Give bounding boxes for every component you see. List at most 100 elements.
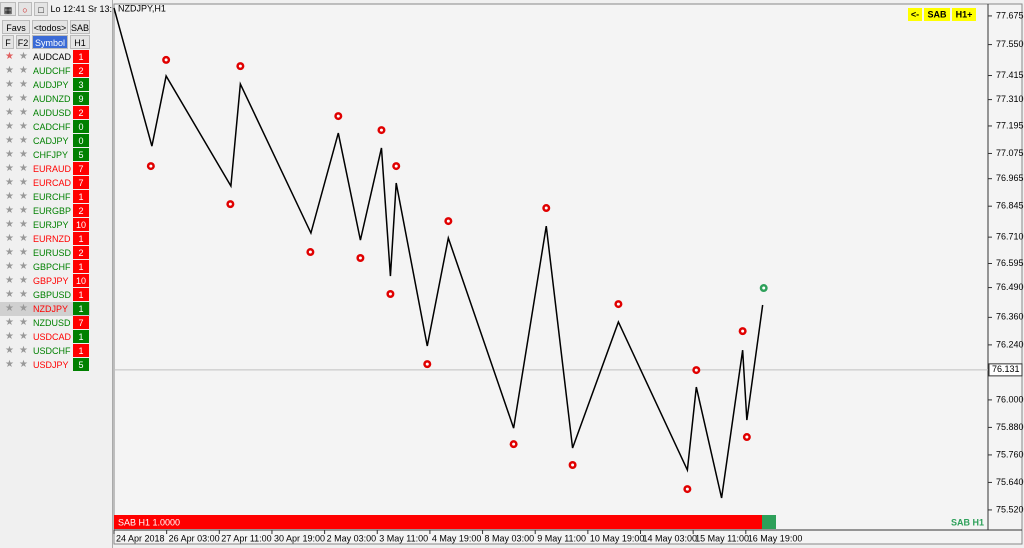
column-header[interactable]: Symbol	[32, 35, 68, 49]
star[interactable]: ★	[19, 205, 28, 216]
star[interactable]: ★	[5, 233, 14, 244]
symbol-row[interactable]: ★ ★ AUDJPY 3	[0, 78, 90, 92]
star[interactable]: ★	[19, 331, 28, 342]
star[interactable]: ★	[19, 345, 28, 356]
star[interactable]: ★	[5, 191, 14, 202]
star[interactable]: ★	[5, 275, 14, 286]
star[interactable]: ★	[19, 359, 28, 370]
symbol-row[interactable]: ★ ★ AUDCHF 2	[0, 64, 90, 78]
star[interactable]: ★	[19, 107, 28, 118]
star[interactable]: ★	[19, 149, 28, 160]
star[interactable]: ★	[19, 163, 28, 174]
symbol-row[interactable]: ★ ★ NZDUSD 7	[0, 316, 90, 330]
symbol: EURGBP	[33, 206, 72, 216]
star[interactable]: ★	[5, 289, 14, 300]
star[interactable]: ★	[5, 65, 14, 76]
star[interactable]: ★	[19, 93, 28, 104]
star[interactable]: ★	[5, 79, 14, 90]
star[interactable]: ★	[5, 219, 14, 230]
star[interactable]: ★	[19, 51, 28, 62]
star[interactable]: ★	[19, 317, 28, 328]
y-tick-label: 75.760	[996, 449, 1024, 459]
symbol-row[interactable]: ★ ★ EURCAD 7	[0, 176, 90, 190]
star[interactable]: ★	[5, 317, 14, 328]
h1-count: 5	[73, 358, 89, 371]
star[interactable]: ★	[5, 149, 14, 160]
star[interactable]: ★	[5, 247, 14, 258]
star[interactable]: ★	[19, 261, 28, 272]
symbol: AUDCHF	[33, 66, 71, 76]
y-tick-label: 76.360	[996, 312, 1024, 322]
star[interactable]: ★	[5, 261, 14, 272]
star[interactable]: ★	[19, 191, 28, 202]
symbol-row[interactable]: ★ ★ USDJPY 5	[0, 358, 90, 372]
symbol-row[interactable]: ★ ★ EURUSD 2	[0, 246, 90, 260]
signal-marker-dot	[228, 202, 232, 206]
column-header[interactable]: F	[2, 35, 14, 49]
y-tick-label: 77.550	[996, 39, 1024, 49]
star[interactable]: ★	[5, 345, 14, 356]
button[interactable]	[908, 8, 922, 21]
button[interactable]	[952, 8, 976, 21]
tab[interactable]: SAB	[70, 20, 90, 34]
column-header[interactable]: H1	[70, 35, 90, 49]
button-label[interactable]: H1+	[956, 9, 973, 19]
star[interactable]: ★	[19, 275, 28, 286]
chart-frame	[113, 3, 1023, 545]
symbol-row[interactable]: ★ ★ CADCHF 0	[0, 120, 90, 134]
star[interactable]: ★	[5, 107, 14, 118]
star[interactable]: ★	[19, 303, 28, 314]
symbol-row[interactable]: ★ ★ GBPUSD 1	[0, 288, 90, 302]
star[interactable]: ★	[5, 205, 14, 216]
symbol-row[interactable]: ★ ★ EURNZD 1	[0, 232, 90, 246]
symbol: CADJPY	[33, 136, 69, 146]
symbol-row[interactable]: ★ ★ AUDUSD 2	[0, 106, 90, 120]
signal-marker-dot	[544, 206, 548, 210]
h1-count: 1	[73, 232, 89, 245]
symbol-row[interactable]: ★ ★ CHFJPY 5	[0, 148, 90, 162]
star[interactable]: ★	[19, 247, 28, 258]
symbol-row[interactable]: ★ ★ NZDJPY 1	[0, 302, 90, 316]
tab[interactable]: Favs	[2, 20, 30, 34]
icon[interactable]: ▦	[0, 2, 16, 16]
star[interactable]: ★	[5, 135, 14, 146]
symbol-row[interactable]: ★ ★ USDCAD 1	[0, 330, 90, 344]
zigzag-line	[113, 7, 764, 499]
star[interactable]: ★	[5, 93, 14, 104]
symbol-row[interactable]: ★ ★ GBPCHF 1	[0, 260, 90, 274]
star[interactable]: ★	[19, 289, 28, 300]
star[interactable]: ★	[19, 121, 28, 132]
button-label[interactable]: <-	[911, 9, 919, 19]
star[interactable]: ★	[5, 51, 14, 62]
icon[interactable]: ○	[18, 2, 32, 16]
x-tick-label: 10 May 19:00	[590, 533, 645, 543]
tab[interactable]: <todos>	[32, 20, 68, 34]
symbol-row[interactable]: ★ ★ EURGBP 2	[0, 204, 90, 218]
symbol-row[interactable]: ★ ★ AUDCAD 1	[0, 50, 90, 64]
h1-count: 1	[73, 344, 89, 357]
symbol-row[interactable]: ★ ★ CADJPY 0	[0, 134, 90, 148]
column-header[interactable]: F2	[16, 35, 30, 49]
star[interactable]: ★	[5, 177, 14, 188]
symbol-row[interactable]: ★ ★ EURAUD 7	[0, 162, 90, 176]
star[interactable]: ★	[19, 135, 28, 146]
star[interactable]: ★	[5, 331, 14, 342]
symbol-row[interactable]: ★ ★ EURJPY 10	[0, 218, 90, 232]
symbol-row[interactable]: ★ ★ GBPJPY 10	[0, 274, 90, 288]
symbol-row[interactable]: ★ ★ EURCHF 1	[0, 190, 90, 204]
star[interactable]: ★	[5, 121, 14, 132]
star[interactable]: ★	[5, 303, 14, 314]
star[interactable]: ★	[19, 219, 28, 230]
star[interactable]: ★	[19, 79, 28, 90]
star[interactable]: ★	[5, 359, 14, 370]
symbol-row[interactable]: ★ ★ AUDNZD 9	[0, 92, 90, 106]
star[interactable]: ★	[19, 233, 28, 244]
star[interactable]: ★	[5, 163, 14, 174]
star[interactable]: ★	[19, 65, 28, 76]
button[interactable]	[924, 8, 950, 21]
button-label[interactable]: SAB	[927, 9, 947, 19]
symbol-row[interactable]: ★ ★ USDCHF 1	[0, 344, 90, 358]
icon[interactable]: □	[34, 2, 48, 16]
h1-count: 1	[73, 50, 89, 63]
star[interactable]: ★	[19, 177, 28, 188]
